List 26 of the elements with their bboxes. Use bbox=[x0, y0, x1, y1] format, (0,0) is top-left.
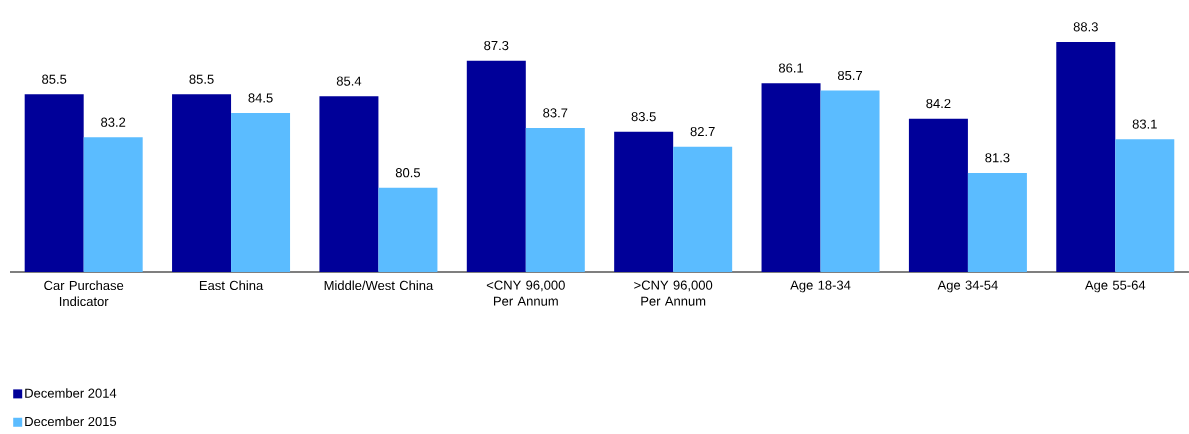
x-tick-label: Age 34-54 bbox=[937, 280, 998, 293]
data-label: 84.5 bbox=[248, 93, 273, 103]
x-tick-label: <CNY 96,000 Per Annum bbox=[486, 280, 565, 306]
data-label: 83.2 bbox=[101, 117, 126, 127]
x-tick-label: Middle/West China bbox=[324, 280, 434, 291]
data-label: 85.5 bbox=[42, 74, 67, 84]
data-label: 83.5 bbox=[631, 112, 656, 122]
data-label: 85.4 bbox=[336, 76, 362, 86]
data-label: 82.7 bbox=[690, 126, 715, 137]
x-tick-label: >CNY 96,000 Per Annum bbox=[634, 280, 713, 306]
data-label: 87.3 bbox=[484, 40, 509, 51]
data-label: 88.3 bbox=[1073, 22, 1098, 32]
data-label: 81.3 bbox=[985, 153, 1010, 163]
x-tick-label: East China bbox=[199, 280, 264, 291]
x-tick-label: Car Purchase Indicator bbox=[44, 280, 124, 307]
x-tick-label: Age 55-64 bbox=[1084, 280, 1146, 293]
legend-label: December 2014 bbox=[25, 388, 117, 398]
data-label: 83.1 bbox=[1132, 119, 1157, 129]
data-label: 84.2 bbox=[926, 98, 951, 109]
x-tick-label: Age 18-34 bbox=[790, 280, 851, 293]
data-label: 83.7 bbox=[543, 108, 568, 118]
data-label: 86.1 bbox=[778, 63, 804, 73]
data-label: 85.5 bbox=[189, 74, 214, 84]
legend-label: December 2015 bbox=[25, 416, 117, 427]
data-label: 85.7 bbox=[837, 70, 863, 81]
data-label: 80.5 bbox=[395, 168, 421, 178]
